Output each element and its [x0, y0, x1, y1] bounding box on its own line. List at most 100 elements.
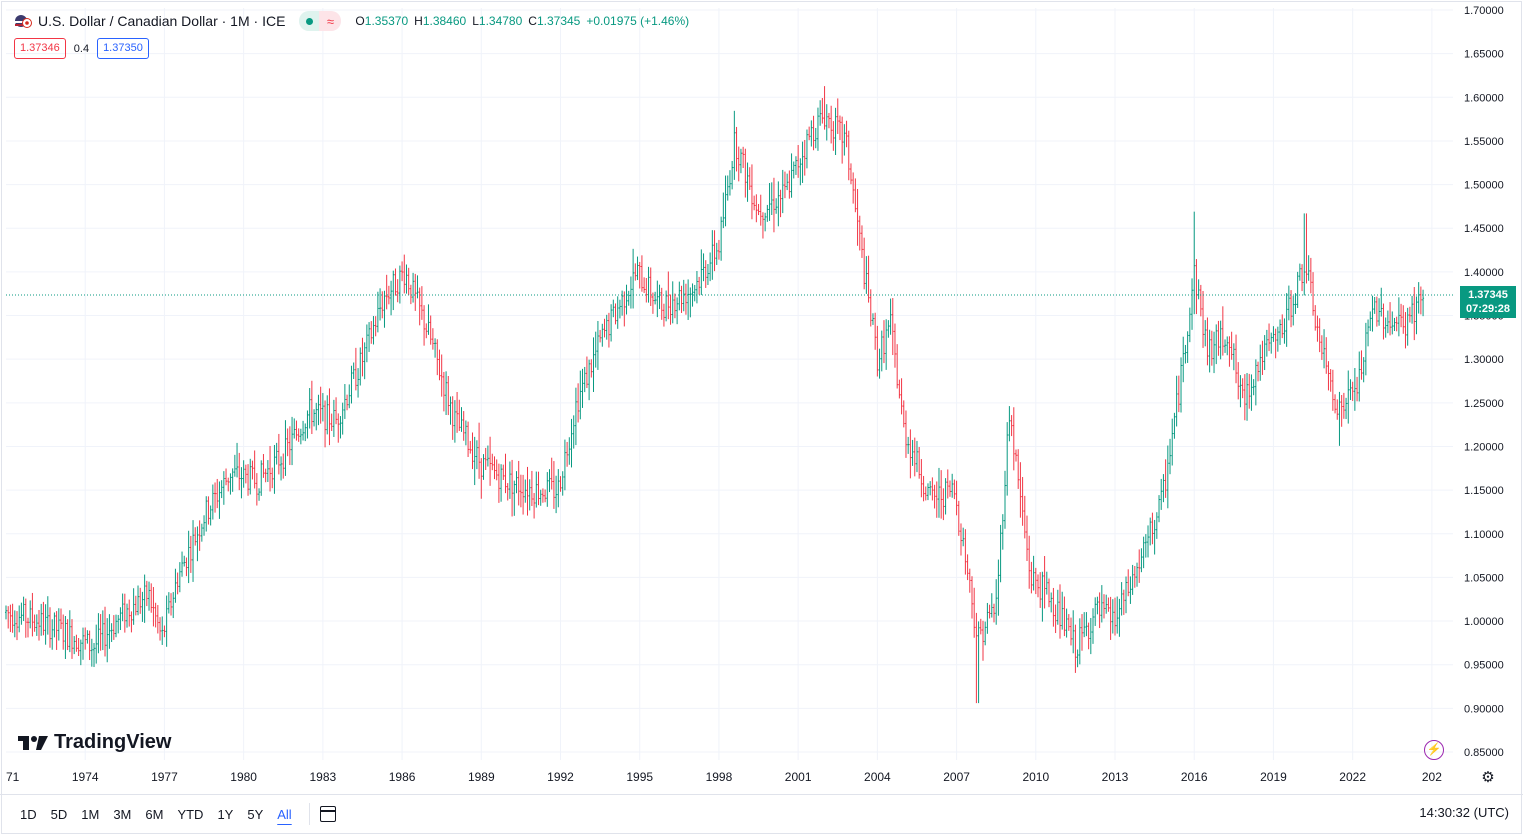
- candle: [93, 643, 96, 668]
- range-5d[interactable]: 5D: [50, 806, 68, 822]
- candle: [1127, 569, 1130, 597]
- candle: [1305, 213, 1308, 284]
- candle: [887, 320, 890, 338]
- range-1d[interactable]: 1D: [20, 806, 37, 822]
- lightning-icon[interactable]: ⚡: [1424, 740, 1444, 760]
- candle: [271, 467, 274, 489]
- candle: [150, 583, 153, 613]
- candle: [1014, 449, 1017, 462]
- candle: [946, 469, 949, 499]
- candle: [29, 600, 32, 629]
- candle: [357, 368, 360, 398]
- candle: [979, 618, 982, 635]
- candle: [907, 436, 910, 454]
- range-1m[interactable]: 1M: [81, 806, 100, 822]
- candle: [942, 488, 945, 521]
- candle: [489, 436, 492, 486]
- candle: [524, 479, 527, 503]
- candle: [51, 619, 54, 650]
- candle: [832, 121, 835, 151]
- candle: [1395, 316, 1398, 332]
- candle: [159, 617, 162, 641]
- candle: [748, 167, 751, 190]
- candle: [1169, 438, 1172, 475]
- candle: [511, 459, 514, 517]
- candle: [1257, 361, 1260, 382]
- candle: [1391, 311, 1394, 335]
- candle: [198, 520, 201, 551]
- price-tick-label: 1.15000: [1464, 485, 1504, 497]
- calendar-icon[interactable]: [319, 806, 336, 822]
- candle: [566, 441, 569, 467]
- candle: [209, 505, 212, 526]
- candle: [1182, 336, 1185, 383]
- candle: [1162, 474, 1165, 503]
- candle: [1092, 608, 1095, 644]
- tradingview-logo[interactable]: TradingView: [18, 731, 171, 754]
- utc-clock[interactable]: 14:30:32 (UTC): [1419, 805, 1509, 820]
- candle: [381, 291, 384, 319]
- low-label: L: [472, 14, 479, 28]
- candle: [1155, 512, 1158, 539]
- candle: [724, 175, 727, 227]
- candle: [865, 256, 868, 294]
- candle: [1202, 290, 1205, 348]
- candle: [810, 120, 813, 147]
- candle: [761, 212, 764, 239]
- candle: [1210, 330, 1213, 366]
- candle: [480, 458, 483, 499]
- range-ytd[interactable]: YTD: [177, 806, 204, 822]
- candle: [709, 252, 712, 282]
- price-tick-label: 0.90000: [1464, 703, 1504, 715]
- candle: [772, 177, 775, 233]
- sell-button[interactable]: 1.37346: [14, 38, 66, 59]
- candle: [192, 520, 195, 582]
- candle: [1336, 399, 1339, 420]
- candle: [291, 416, 294, 466]
- candle: [535, 471, 538, 508]
- candle: [570, 418, 573, 468]
- gear-icon[interactable]: ⚙: [1481, 769, 1495, 786]
- candle: [550, 457, 553, 490]
- range-all[interactable]: All: [277, 806, 292, 822]
- range-5y[interactable]: 5Y: [247, 806, 264, 822]
- high-label: H: [414, 14, 423, 28]
- candle: [482, 454, 485, 480]
- candle: [1294, 293, 1297, 315]
- candle: [24, 598, 27, 638]
- candle: [167, 592, 170, 614]
- candle: [634, 263, 637, 281]
- buy-button[interactable]: 1.37350: [97, 38, 149, 59]
- candle: [64, 615, 67, 659]
- candle: [308, 388, 311, 429]
- range-6m[interactable]: 6M: [145, 806, 164, 822]
- time-tick-label: 2010: [1022, 770, 1049, 784]
- candle: [1041, 571, 1044, 622]
- range-1y[interactable]: 1Y: [217, 806, 234, 822]
- candle: [671, 281, 674, 324]
- symbol-title[interactable]: U.S. Dollar / Canadian Dollar · 1M · ICE: [38, 13, 286, 29]
- candle: [1012, 407, 1015, 471]
- candle: [453, 400, 456, 443]
- candle: [429, 315, 432, 345]
- candle: [794, 156, 797, 175]
- candle: [860, 225, 863, 258]
- price-axis: 1.70000 1.65000 1.60000 1.55000 1.50000 1.450…: [1453, 0, 1523, 794]
- candle: [500, 464, 503, 502]
- candle: [970, 576, 973, 619]
- candle: [460, 407, 463, 432]
- candle: [82, 627, 85, 660]
- candle: [669, 294, 672, 325]
- candle: [885, 319, 888, 370]
- candle: [691, 283, 694, 307]
- candle: [583, 366, 586, 393]
- candle: [1166, 445, 1169, 509]
- candle: [929, 481, 932, 496]
- candle: [62, 614, 65, 650]
- candle: [891, 297, 894, 356]
- market-status-pill[interactable]: ≈: [299, 11, 342, 31]
- candle: [1331, 369, 1334, 411]
- range-3m[interactable]: 3M: [113, 806, 132, 822]
- candle: [526, 466, 529, 516]
